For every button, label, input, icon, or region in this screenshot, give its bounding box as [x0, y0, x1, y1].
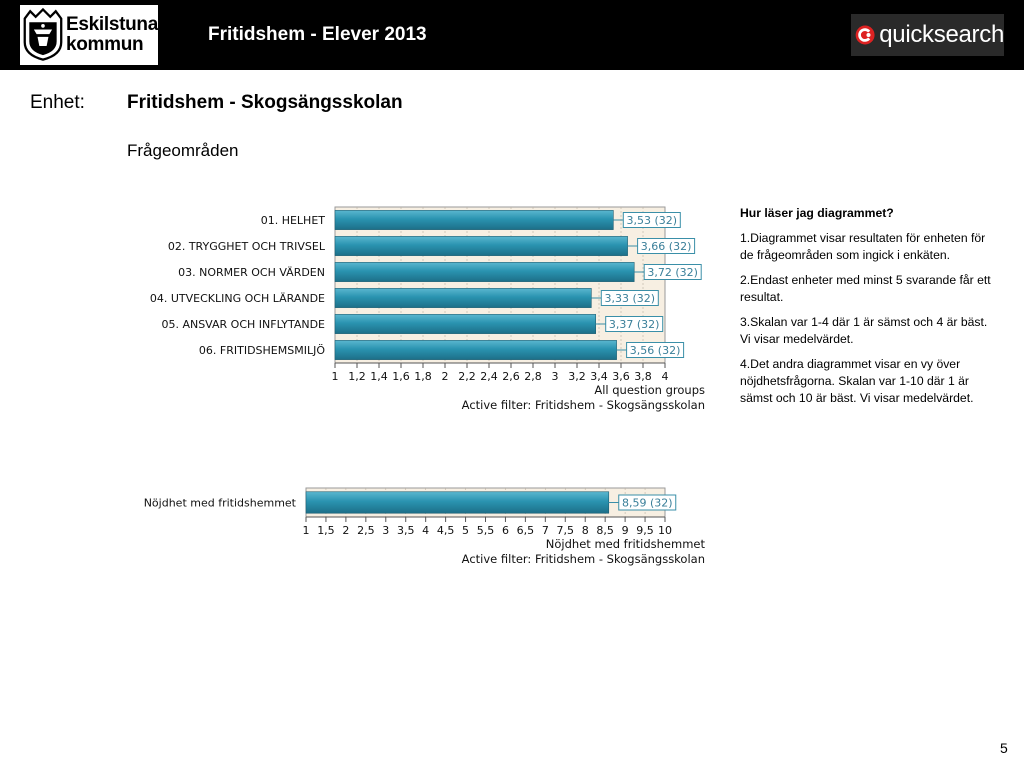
x-tick-label: 4 [662, 370, 669, 383]
satisfaction-chart: 1 1,5 2 2,5 3 3,5 4 4,5 5 5,5 6 6,5 7 7,5 8 8,5 9 9,5 10Nö… [144, 487, 706, 566]
logo-text-line2: kommun [65, 34, 144, 55]
x-tick-label: 1 [303, 524, 310, 537]
quicksearch-swirl-icon [855, 25, 875, 45]
x-tick-label: 1,8 [414, 370, 432, 383]
x-tick-label: 2,8 [524, 370, 542, 383]
category-label: 04. UTVECKLING OCH LÄRANDE [150, 292, 325, 305]
x-tick-label: 3,4 [590, 370, 608, 383]
quicksearch-logo: quicksearch [851, 14, 1004, 56]
quicksearch-logo-text: quicksearch [879, 21, 1004, 48]
help-item-2: 2.Endast enheter med minst 5 svarande få… [740, 273, 991, 304]
data-label: 3,56 (32) [630, 344, 681, 357]
data-label-box [622, 212, 681, 228]
x-tick-label: 1,2 [348, 370, 366, 383]
help-title: Hur läser jag diagrammet? [740, 206, 894, 220]
help-item-3: 3.Skalan var 1-4 där 1 är sämst och 4 är… [740, 315, 988, 346]
x-tick-label: 1,5 [317, 524, 335, 537]
x-tick-label: 10 [658, 524, 672, 537]
header-bar: Eskilstuna kommun Fritidshem - Elever 20… [0, 0, 1024, 70]
x-axis-title: Nöjdhet med fritidshemmet [546, 537, 706, 551]
unit-label: Enhet: [30, 92, 85, 113]
x-tick-label: 1,6 [392, 370, 410, 383]
x-tick-label: 2,2 [458, 370, 476, 383]
data-label: 3,33 (32) [605, 292, 656, 305]
x-tick-label: 7,5 [557, 524, 575, 537]
data-label-box [637, 238, 696, 254]
x-tick-label: 9,5 [636, 524, 654, 537]
data-label: 8,59 (32) [622, 497, 673, 510]
x-tick-label: 9 [622, 524, 629, 537]
x-tick-label: 3,6 [612, 370, 630, 383]
x-tick-label: 2 [342, 524, 349, 537]
x-tick-label: 2 [442, 370, 449, 383]
document-title: Fritidshem - Elever 2013 [208, 24, 427, 45]
category-label: 06. FRITIDSHEMSMILJÖ [199, 344, 325, 357]
x-tick-label: 1,4 [370, 370, 388, 383]
x-axis-title: All question groups [594, 383, 705, 397]
data-label-box [626, 342, 685, 358]
x-tick-label: 1 [332, 370, 339, 383]
logo-text-line1: Eskilstuna [65, 14, 158, 35]
x-tick-label: 4 [422, 524, 429, 537]
x-tick-label: 3,2 [568, 370, 586, 383]
x-tick-label: 8 [582, 524, 589, 537]
eskilstuna-logo: Eskilstuna kommun [20, 5, 158, 65]
data-label: 3,72 (32) [647, 266, 698, 279]
question-groups-chart: 1 1,2 1,4 1,6 1,8 2 2,2 2,4 2,6 2,8 3 3,2 3,4 3,6 3,8 4… [150, 206, 705, 412]
x-tick-label: 7 [542, 524, 549, 537]
category-label: 02. TRYGGHET OCH TRIVSEL [168, 240, 326, 253]
data-label-box [618, 494, 677, 511]
coat-of-arms-icon [23, 7, 63, 61]
x-tick-label: 2,5 [357, 524, 375, 537]
x-tick-label: 2,6 [502, 370, 520, 383]
x-tick-label: 2,4 [480, 370, 498, 383]
bar [305, 491, 610, 514]
data-label: 3,66 (32) [641, 240, 692, 253]
data-label-box [600, 290, 659, 306]
help-item-4: 4.Det andra diagrammet visar en vy över … [740, 357, 974, 405]
x-tick-label: 6 [502, 524, 509, 537]
category-label: Nöjdhet med fritidshemmet [144, 497, 297, 510]
data-label-box [643, 264, 702, 280]
help-item-1: 1.Diagrammet visar resultaten för enhete… [740, 231, 986, 262]
x-tick-label: 5,5 [477, 524, 495, 537]
active-filter-label: Active filter: Fritidshem - Skogsängssko… [462, 398, 705, 412]
x-tick-label: 6,5 [517, 524, 535, 537]
x-tick-label: 8,5 [596, 524, 614, 537]
page-number: 5 [1000, 740, 1008, 756]
x-tick-label: 3,8 [634, 370, 652, 383]
help-box: Hur läser jag diagrammet? 1.Diagrammet v… [740, 205, 992, 415]
active-filter-label: Active filter: Fritidshem - Skogsängssko… [462, 552, 705, 566]
x-tick-label: 3,5 [397, 524, 415, 537]
x-tick-label: 5 [462, 524, 469, 537]
data-label: 3,37 (32) [609, 318, 660, 331]
data-label: 3,53 (32) [627, 214, 678, 227]
category-label: 03. NORMER OCH VÄRDEN [178, 266, 325, 279]
x-tick-label: 3 [552, 370, 559, 383]
unit-value: Fritidshem - Skogsängsskolan [127, 92, 403, 113]
x-tick-label: 3 [382, 524, 389, 537]
data-label-box [605, 316, 664, 332]
plot-area [334, 206, 666, 364]
category-label: 05. ANSVAR OCH INFLYTANDE [161, 318, 325, 331]
category-label: 01. HELHET [261, 214, 326, 227]
page-subtitle: Frågeområden [127, 141, 239, 160]
x-tick-label: 4,5 [437, 524, 455, 537]
